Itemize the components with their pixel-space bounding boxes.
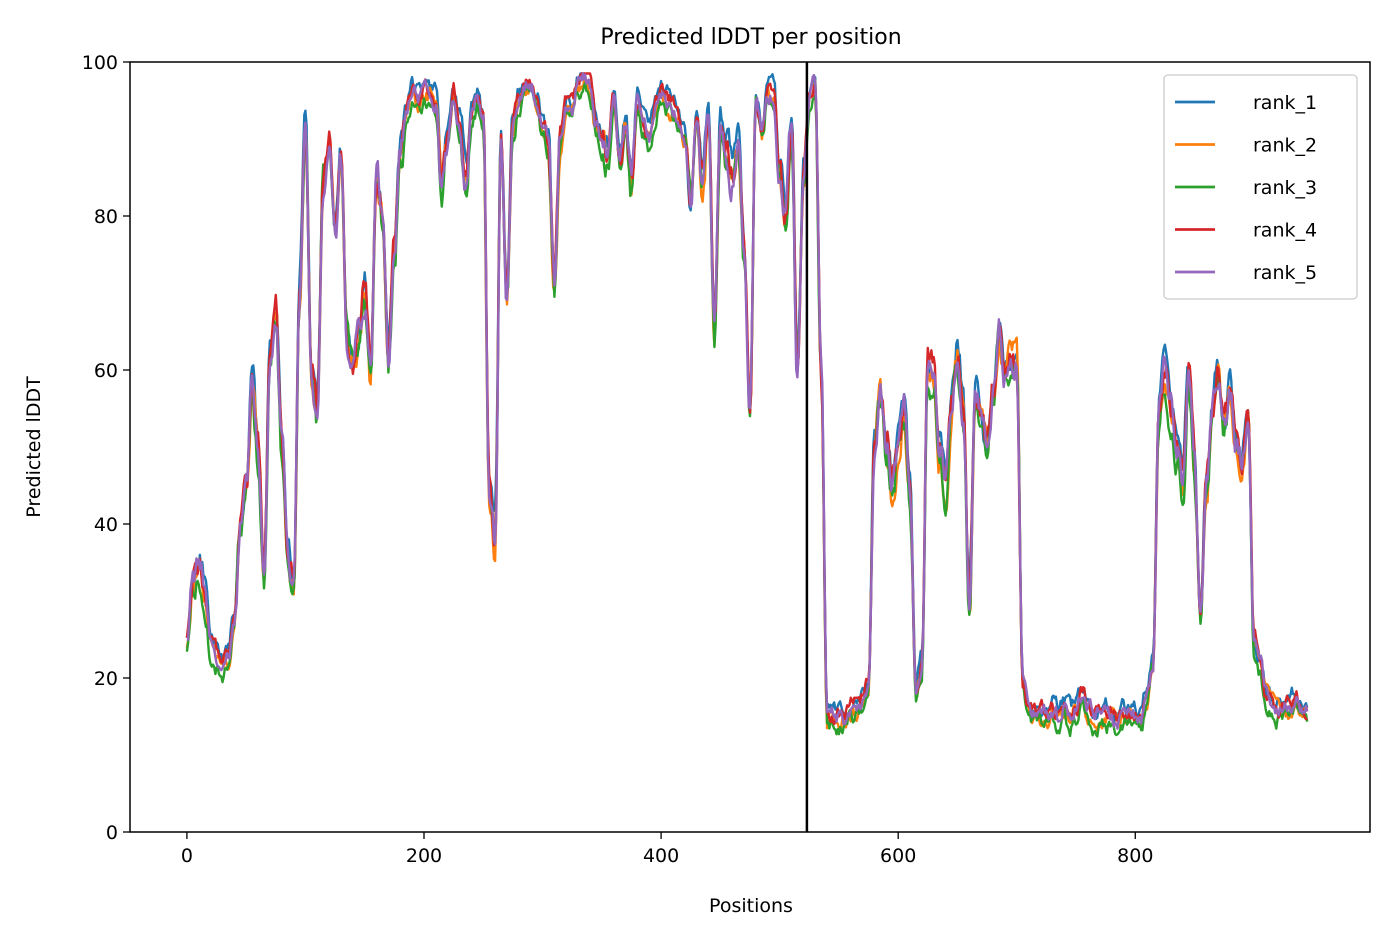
series-line-rank_1 bbox=[185, 72, 1309, 723]
legend: rank_1 rank_2 rank_3 rank_4 rank_5 bbox=[1163, 74, 1358, 300]
x-axis: 0 200 400 600 800 bbox=[181, 832, 1153, 867]
x-tick-label: 600 bbox=[880, 845, 916, 867]
x-tick-label: 800 bbox=[1117, 845, 1153, 867]
legend-box bbox=[1163, 74, 1358, 300]
x-tick-label: 400 bbox=[643, 845, 679, 867]
y-tick-label: 80 bbox=[94, 206, 118, 228]
plot-frame bbox=[129, 61, 1371, 833]
legend-label: rank_3 bbox=[1253, 177, 1317, 199]
series-line-rank_3 bbox=[185, 81, 1309, 738]
x-tick-label: 0 bbox=[181, 845, 193, 867]
legend-label: rank_4 bbox=[1253, 220, 1317, 242]
legend-label: rank_1 bbox=[1253, 92, 1317, 114]
y-tick-label: 40 bbox=[94, 514, 118, 536]
series-line-rank_2 bbox=[185, 78, 1309, 733]
chart-title: Predicted lDDT per position bbox=[600, 25, 901, 50]
y-tick-label: 0 bbox=[106, 822, 118, 844]
y-tick-label: 60 bbox=[94, 360, 118, 382]
y-tick-label: 20 bbox=[94, 668, 118, 690]
x-tick-label: 200 bbox=[406, 845, 442, 867]
y-tick-label: 100 bbox=[82, 52, 118, 74]
y-axis-label: Predicted lDDT bbox=[23, 376, 45, 518]
legend-label: rank_2 bbox=[1253, 135, 1317, 157]
legend-label: rank_5 bbox=[1253, 262, 1317, 284]
series-line-rank_4 bbox=[185, 72, 1309, 726]
series-layer bbox=[185, 72, 1309, 738]
series-line-rank_5 bbox=[186, 72, 1309, 730]
y-axis: 0 20 40 60 80 100 bbox=[82, 52, 130, 844]
x-axis-label: Positions bbox=[709, 895, 793, 917]
